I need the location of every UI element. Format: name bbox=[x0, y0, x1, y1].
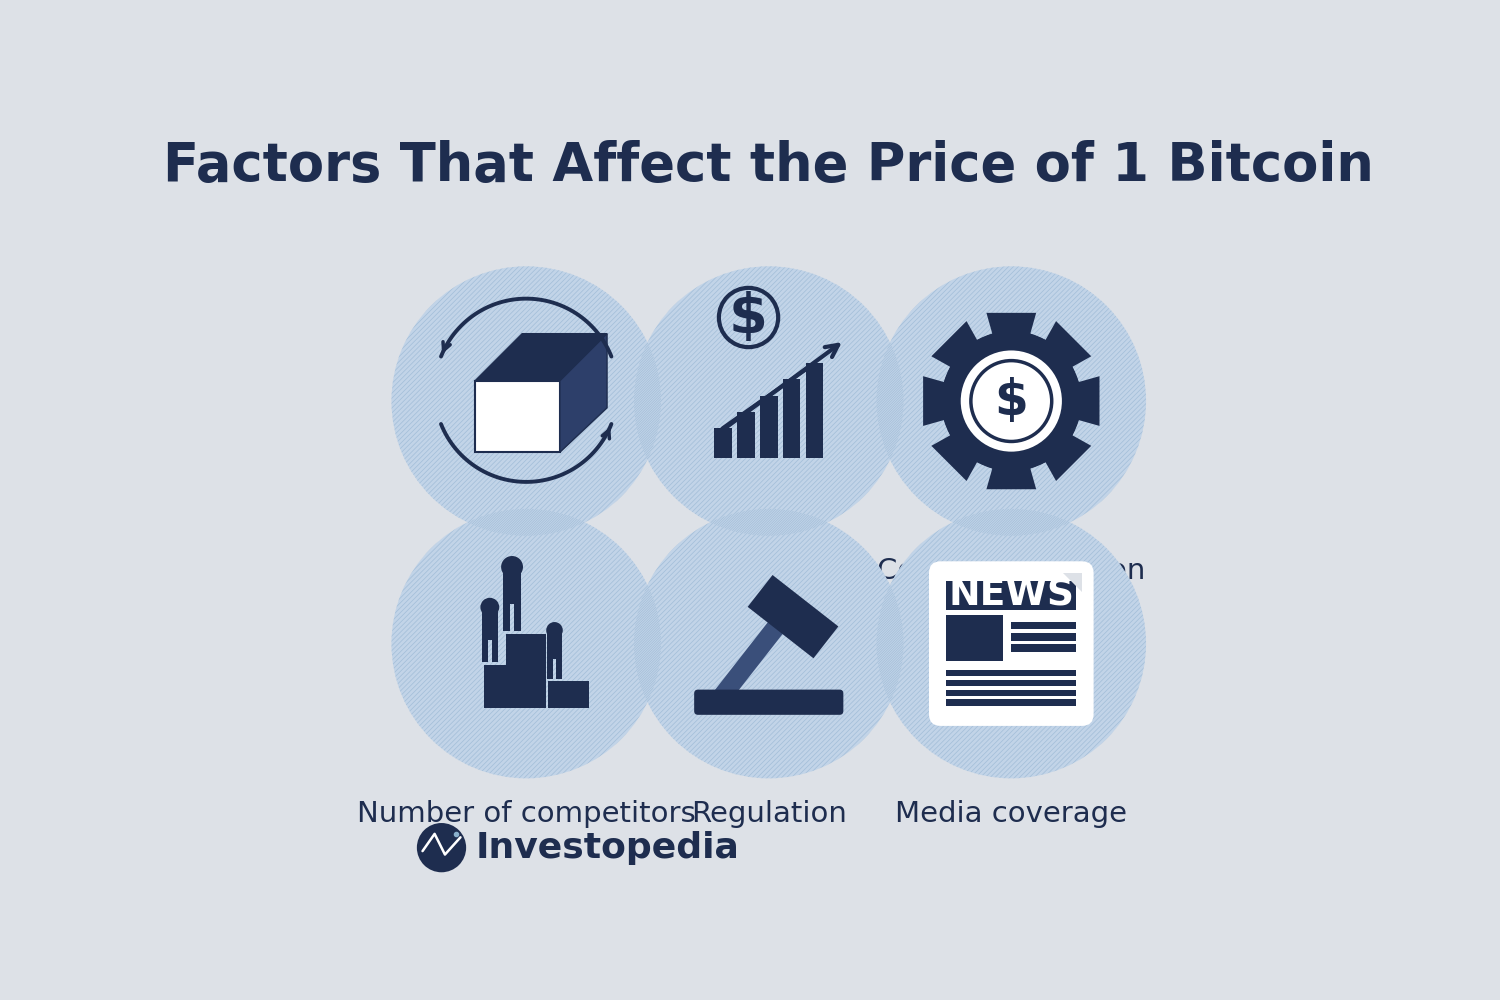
Circle shape bbox=[392, 509, 662, 778]
Polygon shape bbox=[476, 381, 560, 452]
FancyBboxPatch shape bbox=[556, 658, 561, 679]
FancyBboxPatch shape bbox=[946, 670, 1077, 676]
Polygon shape bbox=[1064, 573, 1082, 592]
FancyBboxPatch shape bbox=[946, 699, 1077, 706]
FancyBboxPatch shape bbox=[482, 638, 488, 662]
Circle shape bbox=[634, 266, 903, 536]
FancyBboxPatch shape bbox=[694, 690, 843, 715]
FancyBboxPatch shape bbox=[946, 690, 1077, 696]
FancyBboxPatch shape bbox=[482, 610, 498, 640]
FancyBboxPatch shape bbox=[514, 603, 522, 631]
Text: Number of competitors: Number of competitors bbox=[357, 800, 696, 828]
Polygon shape bbox=[712, 609, 794, 705]
FancyBboxPatch shape bbox=[783, 379, 801, 458]
FancyBboxPatch shape bbox=[714, 428, 732, 458]
Circle shape bbox=[417, 823, 466, 872]
FancyBboxPatch shape bbox=[503, 570, 522, 604]
FancyBboxPatch shape bbox=[1011, 633, 1077, 641]
Polygon shape bbox=[560, 334, 608, 452]
Circle shape bbox=[634, 509, 903, 778]
Polygon shape bbox=[922, 313, 1100, 489]
FancyBboxPatch shape bbox=[946, 615, 1004, 661]
Polygon shape bbox=[476, 334, 608, 381]
FancyBboxPatch shape bbox=[736, 412, 754, 458]
FancyBboxPatch shape bbox=[492, 638, 498, 662]
FancyBboxPatch shape bbox=[760, 396, 777, 458]
Polygon shape bbox=[747, 575, 839, 658]
Circle shape bbox=[392, 266, 662, 536]
FancyBboxPatch shape bbox=[548, 633, 561, 659]
Text: Cost of production: Cost of production bbox=[878, 557, 1146, 585]
FancyBboxPatch shape bbox=[806, 363, 824, 458]
FancyBboxPatch shape bbox=[484, 665, 524, 708]
Text: NEWS: NEWS bbox=[948, 577, 1074, 613]
FancyBboxPatch shape bbox=[928, 561, 1094, 726]
Circle shape bbox=[546, 622, 562, 639]
Text: Media coverage: Media coverage bbox=[896, 800, 1128, 828]
Text: $: $ bbox=[994, 377, 1028, 425]
FancyBboxPatch shape bbox=[1011, 622, 1077, 629]
FancyBboxPatch shape bbox=[506, 634, 546, 708]
Text: Factors That Affect the Price of 1 Bitcoin: Factors That Affect the Price of 1 Bitco… bbox=[164, 140, 1374, 192]
FancyBboxPatch shape bbox=[548, 658, 552, 679]
Circle shape bbox=[480, 598, 500, 617]
Circle shape bbox=[940, 331, 1082, 471]
FancyBboxPatch shape bbox=[946, 581, 1077, 610]
Text: Regulation: Regulation bbox=[692, 800, 846, 828]
FancyBboxPatch shape bbox=[503, 603, 510, 631]
FancyBboxPatch shape bbox=[549, 681, 590, 708]
Text: Investopedia: Investopedia bbox=[476, 831, 740, 865]
Text: Demand: Demand bbox=[706, 557, 831, 585]
Circle shape bbox=[963, 353, 1060, 450]
Text: Supply: Supply bbox=[477, 557, 576, 585]
FancyBboxPatch shape bbox=[946, 680, 1077, 686]
Circle shape bbox=[501, 556, 524, 578]
Circle shape bbox=[876, 509, 1146, 778]
Circle shape bbox=[876, 266, 1146, 536]
Text: $: $ bbox=[729, 291, 768, 345]
FancyBboxPatch shape bbox=[1011, 644, 1077, 652]
